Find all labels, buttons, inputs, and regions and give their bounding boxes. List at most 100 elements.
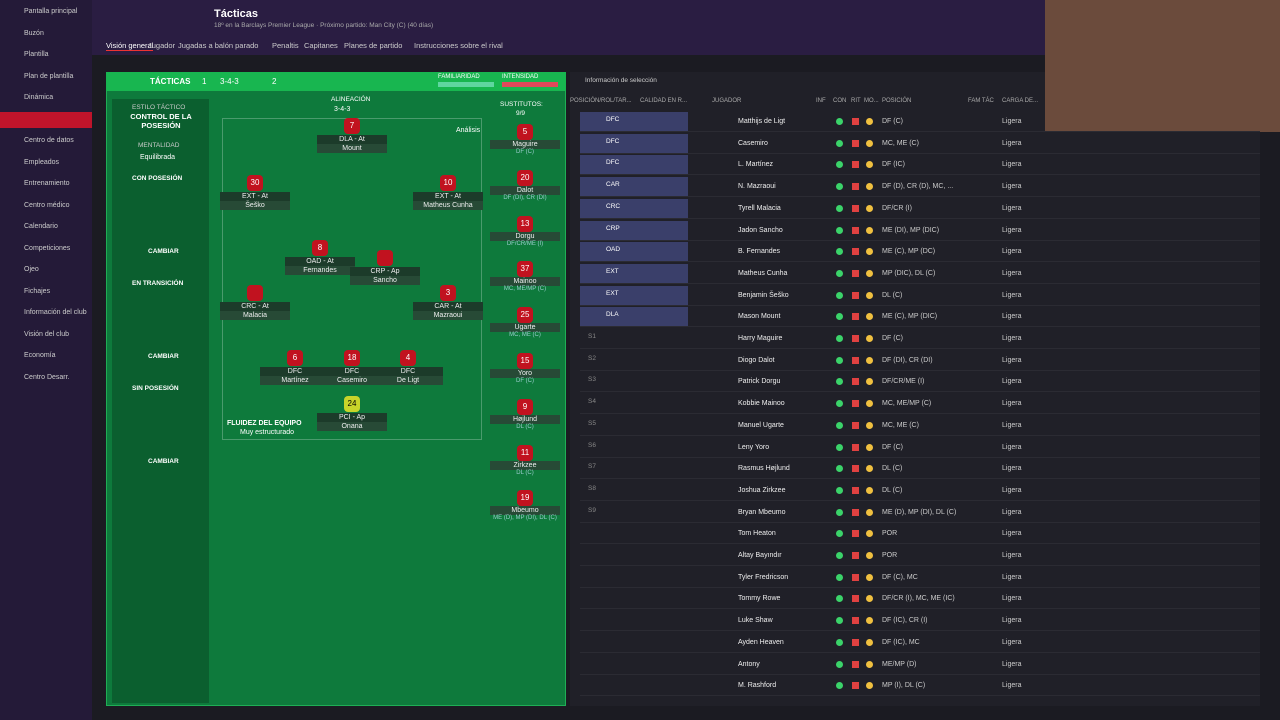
status-icon [852, 552, 859, 559]
player-name[interactable]: Ugarte [490, 323, 560, 333]
player-name[interactable]: Zirkzee [490, 460, 560, 470]
tab[interactable]: Planes de partido [344, 41, 403, 50]
substitute: 37 Mainoo MC, ME/MP (C) [490, 261, 560, 292]
shirt: 30 [247, 175, 263, 191]
nav-item[interactable]: Empleados [24, 158, 60, 166]
player-role: DLA - At [317, 135, 387, 144]
condition: Ligera [1002, 486, 1022, 494]
player-name[interactable]: Tom Heaton [738, 530, 776, 538]
player-name[interactable]: Kobbie Mainoo [738, 400, 785, 408]
player-name[interactable]: Dalot [490, 185, 560, 195]
player-name[interactable]: Sancho [350, 276, 420, 285]
nav-item[interactable]: Visión del club [24, 330, 70, 338]
nav-item[interactable]: Dinámica [24, 94, 54, 101]
player-name[interactable]: Casemiro [738, 139, 768, 147]
status-icon [852, 638, 859, 646]
table-row [580, 177, 1260, 198]
player-name[interactable]: Altay Bayındır [738, 552, 782, 559]
player-name[interactable]: Bryan Mbeumo [738, 508, 786, 516]
player-name[interactable]: Mainoo [490, 277, 560, 287]
player-name[interactable]: Fernandes [285, 266, 355, 275]
nav-item[interactable]: Entrenamiento [24, 180, 70, 187]
nav-item[interactable]: Fichajes [24, 287, 51, 295]
lineup[interactable]: 3-4-3 [334, 106, 351, 113]
player-position: ME (DI), MP (DIC) [882, 226, 940, 234]
player-name[interactable]: Yoro [490, 369, 560, 378]
player-name[interactable]: B. Fernandes [738, 248, 781, 256]
player-name[interactable]: Matheus Cunha [413, 201, 483, 210]
player-name[interactable]: M. Rashford [738, 682, 777, 690]
player-name[interactable]: Malacia [220, 311, 290, 320]
slot[interactable]: 2 [272, 77, 277, 86]
player-position: ME (C), MP (DC) [882, 248, 936, 256]
nav-item[interactable]: Economía [24, 352, 56, 359]
player-name[interactable]: Mbeumo [490, 506, 560, 516]
tab[interactable]: Jugadas a balón parado [178, 41, 259, 50]
nav-item[interactable]: Centro de datos [24, 137, 74, 144]
player-name[interactable]: Leny Yoro [738, 443, 770, 451]
player-name[interactable]: Joshua Zirkzee [738, 486, 786, 494]
player-name[interactable]: Dorgu [490, 231, 560, 241]
player-name[interactable]: Diogo Dalot [738, 356, 775, 364]
phase-title: EN TRANSICIÓN [132, 280, 184, 287]
player-name[interactable]: Matheus Cunha [738, 269, 788, 277]
player-name[interactable]: Benjamin Šeško [738, 291, 789, 299]
nav-item[interactable]: Ojeo [24, 266, 39, 273]
player-name[interactable]: Rasmus Højlund [738, 465, 790, 473]
nav-item[interactable]: Centro Desarr. [24, 373, 70, 381]
tab[interactable]: Capitanes [304, 41, 338, 50]
player-name[interactable]: Tommy Rowe [738, 595, 781, 603]
condition: Ligera [1002, 356, 1022, 364]
mentality[interactable]: Equilibrada [140, 154, 176, 161]
player-name[interactable]: Onana [317, 422, 387, 431]
player-name[interactable]: Mason Mount [738, 313, 781, 321]
player-name[interactable]: Højlund [490, 414, 560, 424]
player-name[interactable]: Jadon Sancho [738, 226, 783, 234]
player-name[interactable]: Matthijs de Ligt [738, 118, 786, 125]
tab[interactable]: Jugador [148, 41, 176, 50]
status-icon [852, 400, 859, 408]
nav-item[interactable]: Pantalla principal [24, 8, 78, 15]
player-name[interactable]: Patrick Dorgu [738, 378, 781, 386]
style-name[interactable]: CONTROL DE LA POSESIÓN [130, 112, 192, 130]
player-name[interactable]: Antony [738, 660, 760, 668]
formation-select[interactable]: 3-4-3 [220, 77, 239, 86]
player-position: DF (C) [516, 149, 534, 155]
player-name[interactable]: Casemiro [317, 376, 387, 385]
nav-item[interactable]: Calendario [24, 223, 58, 230]
nav-item[interactable]: Plan de plantilla [24, 72, 74, 80]
player-name[interactable]: L. Martínez [738, 161, 774, 169]
phase-action[interactable]: CAMBIAR [148, 458, 179, 465]
player-name[interactable]: Mazraoui [413, 311, 483, 320]
player-name[interactable]: Mount [317, 144, 387, 153]
player-name[interactable]: N. Mazraoui [738, 183, 776, 191]
player-name[interactable]: Ayden Heaven [738, 638, 784, 646]
player-name[interactable]: Martínez [260, 376, 330, 385]
status-icon [836, 617, 843, 625]
player-position: MC, ME/MP (C) [882, 400, 932, 408]
slot[interactable]: 1 [202, 77, 207, 86]
nav-item[interactable]: Competiciones [24, 244, 71, 252]
player-name[interactable]: Maguire [490, 140, 560, 149]
player-name[interactable]: De Ligt [373, 376, 443, 385]
nav-item[interactable]: Información del club [24, 309, 87, 316]
player-name[interactable]: Šeško [220, 201, 290, 210]
tab[interactable]: Instrucciones sobre el rival [414, 41, 503, 50]
status-icon [866, 552, 873, 559]
player-name[interactable]: Tyler Fredricson [738, 573, 789, 581]
tab[interactable]: Visión general [106, 41, 154, 51]
analysis-button[interactable]: Análisis [456, 127, 481, 134]
player-name[interactable]: Manuel Ugarte [738, 421, 784, 429]
tab[interactable]: Penaltis [272, 41, 299, 50]
status-icon [852, 161, 859, 169]
nav-item[interactable]: Centro médico [24, 201, 70, 209]
player-role: CRC - At [220, 302, 290, 311]
nav-item[interactable]: Buzón [24, 29, 44, 37]
player-name[interactable]: Tyrell Malacia [738, 204, 781, 212]
player-name[interactable]: Luke Shaw [738, 617, 773, 625]
nav-item[interactable]: Plantilla [24, 51, 49, 58]
selection-dropdown[interactable]: Información de selección [585, 77, 657, 84]
phase-action[interactable]: CAMBIAR [148, 248, 179, 255]
player-name[interactable]: Harry Maguire [738, 335, 783, 342]
phase-action[interactable]: CAMBIAR [148, 353, 179, 360]
